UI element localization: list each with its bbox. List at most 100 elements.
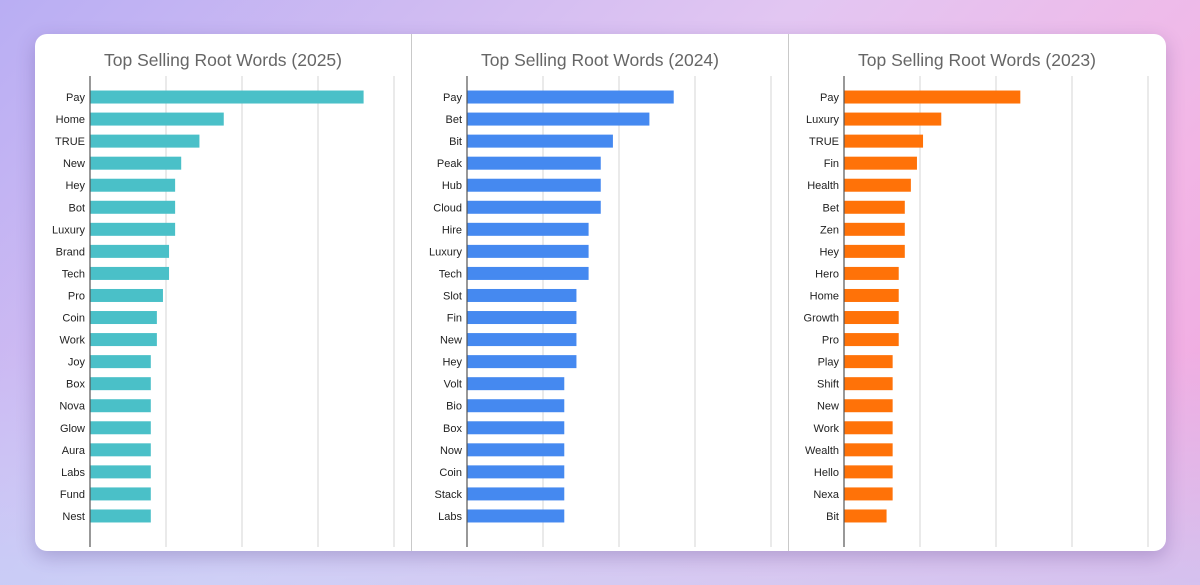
category-label-new: New (817, 401, 839, 413)
category-label-home: Home (56, 114, 85, 126)
bar-health (844, 178, 911, 192)
category-label-peak: Peak (437, 158, 463, 170)
bar-hey (467, 355, 577, 369)
bar-pay (467, 90, 674, 104)
bar-box (467, 421, 565, 435)
bar-stack (467, 487, 565, 501)
bar-new (467, 333, 577, 347)
category-label-work: Work (814, 423, 840, 435)
category-label-volt: Volt (444, 379, 462, 391)
category-label-work: Work (60, 335, 86, 347)
category-label-bit: Bit (826, 511, 839, 523)
category-label-health: Health (807, 180, 839, 192)
category-label-pay: Pay (443, 92, 462, 104)
bar-coin (90, 311, 157, 325)
category-label-box: Box (66, 379, 85, 391)
category-label-brand: Brand (56, 246, 85, 258)
bar-home (90, 112, 224, 126)
category-label-coin: Coin (439, 467, 462, 479)
bar-luxury (844, 112, 942, 126)
bar-zen (844, 222, 905, 236)
category-label-growth: Growth (804, 313, 839, 325)
bar-true (90, 134, 200, 148)
bar-bet (844, 200, 905, 214)
bar-hero (844, 266, 899, 280)
chart-title: Top Selling Root Words (2024) (481, 50, 719, 70)
category-label-fin: Fin (824, 158, 839, 170)
category-label-fund: Fund (60, 489, 85, 501)
bar-true (844, 134, 924, 148)
bar-bot (90, 200, 176, 214)
bar-bio (467, 399, 565, 413)
category-label-new: New (63, 158, 85, 170)
category-label-box: Box (443, 423, 462, 435)
bar-chart-2025: Top Selling Root Words (2025) Pay Home TRUE… (52, 50, 395, 547)
bar-labs (467, 509, 565, 523)
category-label-now: Now (440, 445, 462, 457)
bar-now (467, 443, 565, 457)
category-label-shift: Shift (817, 379, 839, 391)
bar-bet (467, 112, 650, 126)
bar-box (90, 377, 151, 391)
category-label-coin: Coin (62, 313, 85, 325)
panel-divider (411, 34, 412, 551)
bar-chart-2024: Top Selling Root Words (2024) Pay Bet Bit Pe… (429, 50, 772, 547)
category-label-glow: Glow (60, 423, 85, 435)
category-label-hey: Hey (819, 246, 839, 258)
category-label-luxury: Luxury (429, 246, 463, 258)
bar-tech (90, 266, 170, 280)
category-label-tech: Tech (439, 268, 462, 280)
bar-shift (844, 377, 893, 391)
bar-hub (467, 178, 601, 192)
bar-fin (467, 311, 577, 325)
bar-home (844, 288, 899, 302)
category-label-play: Play (818, 357, 840, 369)
bar-pro (844, 333, 899, 347)
category-label-pro: Pro (68, 290, 85, 302)
category-label-hello: Hello (814, 467, 839, 479)
category-label-nexa: Nexa (813, 489, 840, 501)
bar-hire (467, 222, 589, 236)
bar-wealth (844, 443, 893, 457)
category-label-slot: Slot (443, 290, 462, 302)
bar-work (90, 333, 157, 347)
bar-chart-2023: Top Selling Root Words (2023) Pay Luxury TR… (804, 50, 1149, 547)
bar-nova (90, 399, 151, 413)
category-label-aura: Aura (62, 445, 86, 457)
category-label-nest: Nest (62, 511, 85, 523)
bar-tech (467, 266, 589, 280)
category-label-bet: Bet (822, 202, 839, 214)
chart-panel-2025: Top Selling Root Words (2025) Pay Home TRUE… (35, 34, 411, 551)
category-label-pro: Pro (822, 335, 839, 347)
bar-nest (90, 509, 151, 523)
bar-aura (90, 443, 151, 457)
category-label-labs: Labs (438, 511, 462, 523)
category-label-cloud: Cloud (433, 202, 462, 214)
bar-peak (467, 156, 601, 170)
category-label-hey: Hey (442, 357, 462, 369)
bar-joy (90, 355, 151, 369)
category-label-true: TRUE (809, 136, 839, 148)
bar-growth (844, 311, 899, 325)
bar-fin (844, 156, 917, 170)
bar-new (844, 399, 893, 413)
category-label-pay: Pay (66, 92, 85, 104)
category-label-true: TRUE (55, 136, 85, 148)
bar-fund (90, 487, 151, 501)
bar-luxury (467, 244, 589, 258)
bar-work (844, 421, 893, 435)
bar-nexa (844, 487, 893, 501)
bar-cloud (467, 200, 601, 214)
category-label-hub: Hub (442, 180, 462, 192)
category-label-luxury: Luxury (806, 114, 840, 126)
bar-bit (844, 509, 887, 523)
bar-volt (467, 377, 565, 391)
bar-labs (90, 465, 151, 479)
category-label-bio: Bio (446, 401, 462, 413)
bar-play (844, 355, 893, 369)
chart-title: Top Selling Root Words (2023) (858, 50, 1096, 70)
bar-coin (467, 465, 565, 479)
panel-divider (788, 34, 789, 551)
category-label-zen: Zen (820, 224, 839, 236)
category-label-labs: Labs (61, 467, 85, 479)
